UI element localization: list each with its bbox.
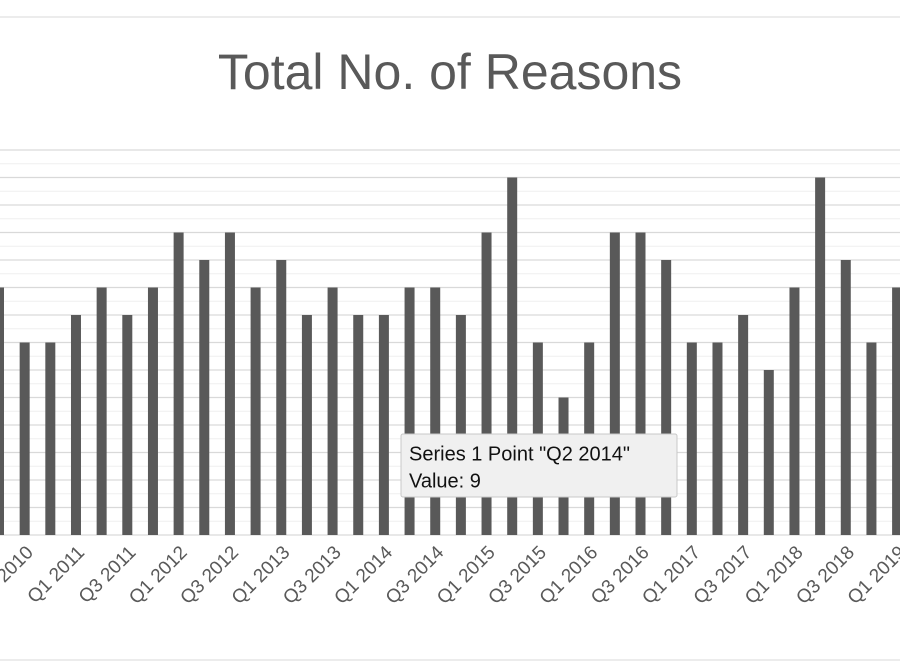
bar [199, 260, 210, 535]
bar [70, 315, 81, 535]
bar [327, 287, 338, 535]
bar [661, 260, 672, 535]
bar [147, 287, 158, 535]
tooltip: Series 1 Point "Q2 2014" Value: 9 [400, 433, 678, 498]
bar [276, 260, 287, 535]
bar [481, 232, 492, 535]
bar [122, 315, 133, 535]
bar [430, 287, 441, 535]
bar [173, 232, 184, 535]
bar [635, 232, 646, 535]
bar [686, 342, 697, 535]
chart-title: Total No. of Reasons [218, 44, 682, 100]
bar [19, 342, 30, 535]
bar [404, 287, 415, 535]
bar [301, 315, 312, 535]
bar [45, 342, 56, 535]
bar [789, 287, 800, 535]
bar [224, 232, 235, 535]
bar [815, 177, 826, 535]
bar [763, 370, 774, 535]
tooltip-line: Value: 9 [409, 470, 481, 492]
bar [507, 177, 518, 535]
bar [840, 260, 851, 535]
bar [353, 315, 364, 535]
bar [250, 287, 261, 535]
bar [378, 315, 389, 535]
bar [712, 342, 723, 535]
bar [455, 315, 466, 535]
bar [96, 287, 107, 535]
bar [609, 232, 620, 535]
tooltip-line: Series 1 Point "Q2 2014" [409, 443, 630, 465]
bar [892, 287, 900, 535]
bar [866, 342, 877, 535]
tooltip-box [400, 433, 678, 498]
bar [738, 315, 749, 535]
bar [0, 287, 4, 535]
